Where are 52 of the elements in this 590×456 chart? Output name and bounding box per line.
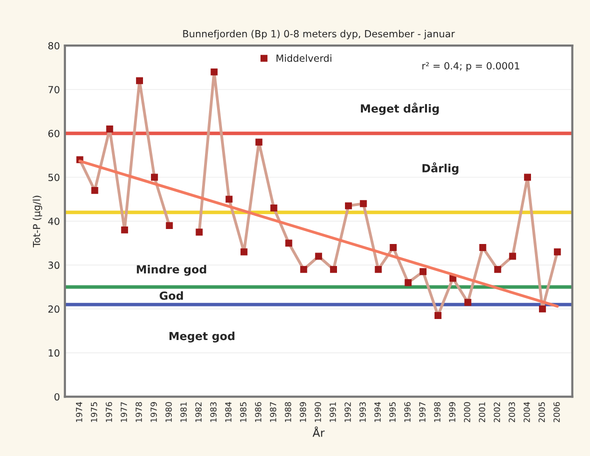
x-tick-label: 1992 xyxy=(344,402,351,422)
x-tick-label: 1982 xyxy=(195,402,202,422)
x-tick-label: 2000 xyxy=(464,402,470,422)
y-tick-label: 40 xyxy=(48,218,60,225)
x-tick-label: 1977 xyxy=(120,402,128,422)
x-tick-label: 1990 xyxy=(314,402,322,422)
x-tick-label: 1996 xyxy=(404,402,411,422)
annotation: Mindre god xyxy=(136,264,206,276)
x-tick-label: 2006 xyxy=(553,402,560,422)
annotation: Meget god xyxy=(170,332,234,342)
x-tick-label: 1999 xyxy=(449,402,456,422)
x-tick-label: 1980 xyxy=(165,402,172,422)
chart-title: Bunnefjorden (Bp 1) 0-8 meters dyp, Desember - januar xyxy=(183,30,455,40)
x-tick-label: 1981 xyxy=(180,402,187,422)
x-axis-title: År xyxy=(312,426,325,437)
annotation: Dårlig xyxy=(422,162,458,175)
x-tick-label: 1993 xyxy=(359,402,366,422)
x-tick-label: 1995 xyxy=(389,402,396,422)
x-tick-label: 1988 xyxy=(284,402,292,422)
x-tick-label: 1975 xyxy=(90,402,98,422)
annotation: Meget dårlig xyxy=(360,102,439,115)
y-tick-label: 80 xyxy=(48,42,60,50)
x-tick-label: 1997 xyxy=(419,402,426,422)
x-tick-label: 1987 xyxy=(270,402,276,422)
y-tick-label: 20 xyxy=(48,305,60,313)
x-tick-label: 1974 xyxy=(76,402,82,422)
x-tick-label: 2005 xyxy=(538,402,545,422)
y-tick-label: 70 xyxy=(48,86,60,94)
y-tick-label: 50 xyxy=(48,174,60,182)
x-tick-label: 1976 xyxy=(106,402,112,422)
y-tick-label: 10 xyxy=(48,349,60,357)
x-tick-label: 1998 xyxy=(434,402,440,422)
x-tick-label: 2004 xyxy=(524,402,530,422)
x-tick-label: 1978 xyxy=(136,402,142,422)
x-tick-label: 2001 xyxy=(478,402,486,422)
x-tick-label: 1986 xyxy=(255,402,262,422)
x-tick-label: 1984 xyxy=(225,402,232,422)
y-axis-title: Tot-P (µg/l) xyxy=(32,196,42,248)
x-tick-label: 1989 xyxy=(300,402,306,422)
legend-label: Middelverdi xyxy=(276,54,332,62)
annotation: God xyxy=(160,291,183,300)
x-tick-label: 1985 xyxy=(240,402,246,422)
x-tick-label: 1991 xyxy=(330,402,336,422)
y-tick-label: 0 xyxy=(54,393,60,401)
annotation: r² = 0.4; p = 0.0001 xyxy=(422,62,520,72)
x-tick-label: 2002 xyxy=(494,402,500,422)
y-tick-label: 60 xyxy=(48,130,60,138)
x-tick-label: 1979 xyxy=(150,402,157,422)
x-tick-label: 2003 xyxy=(508,402,516,422)
x-tick-label: 1983 xyxy=(210,402,217,422)
x-tick-label: 1994 xyxy=(374,402,381,422)
y-tick-label: 30 xyxy=(48,262,60,269)
